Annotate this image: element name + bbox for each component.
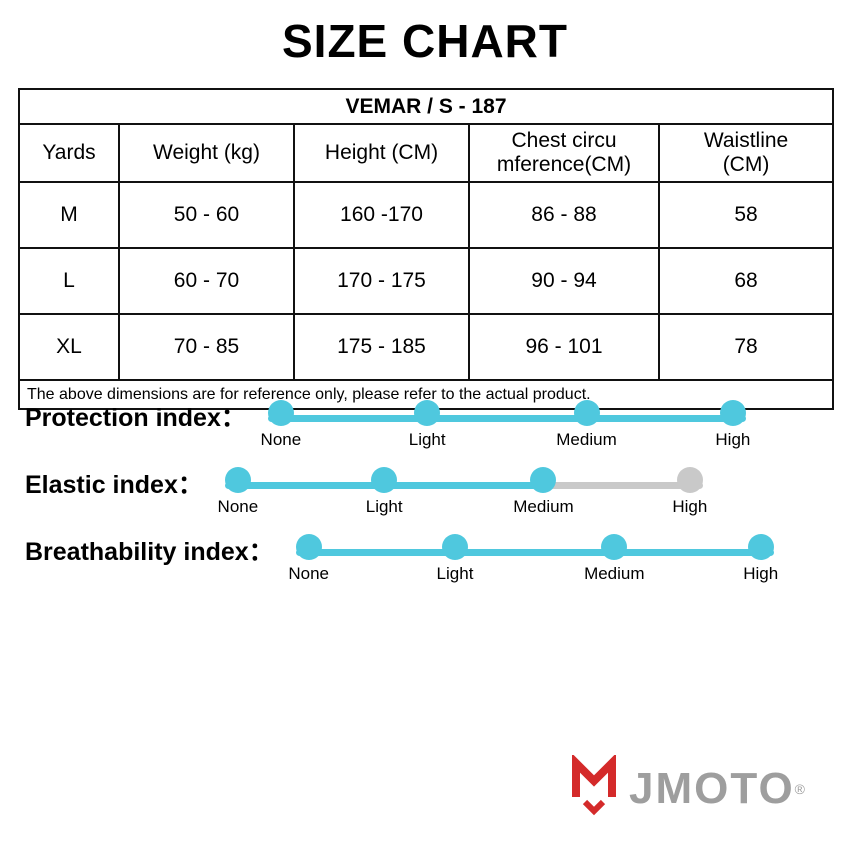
table-row: XL 70 - 85 175 - 185 96 - 101 78 — [18, 313, 835, 381]
cell-weight: 50 - 60 — [118, 181, 295, 249]
scale-label-high: High — [743, 564, 779, 583]
jmoto-m-icon — [569, 753, 619, 822]
size-table: VEMAR / S - 187 Yards Weight (kg) Height… — [17, 88, 835, 410]
scale-dot-high — [719, 400, 746, 426]
cell-waist: 78 — [657, 313, 835, 381]
cell-size: L — [18, 247, 120, 315]
cell-chest: 86 - 88 — [468, 181, 660, 249]
cell-height: 170 - 175 — [293, 247, 470, 315]
breathability-index-scale: None Light Medium High — [288, 534, 778, 592]
cell-weight: 60 - 70 — [118, 247, 295, 315]
cell-waist: 58 — [657, 181, 835, 249]
breathability-index-label: Breathability index： — [25, 538, 274, 566]
cell-height: 175 - 185 — [293, 313, 470, 381]
registered-mark: ® — [794, 780, 805, 797]
scale-label-light: Light — [436, 564, 474, 583]
scale-dot-none — [224, 467, 251, 493]
scale-dot-light — [371, 467, 398, 493]
scale-label-high: High — [715, 430, 751, 449]
col-header-weight: Weight (kg) — [118, 123, 295, 183]
scale-dot-medium — [530, 467, 557, 493]
cell-chest: 90 - 94 — [468, 247, 660, 315]
cell-weight: 70 - 85 — [118, 313, 295, 381]
col-header-waistline: Waistline (CM) — [657, 123, 835, 183]
scale-label-medium: Medium — [513, 497, 574, 516]
page-title: SIZE CHART — [282, 15, 568, 67]
scale-label-none: None — [260, 430, 302, 449]
col-header-yards: Yards — [18, 123, 120, 183]
scale-track-inactive — [543, 482, 703, 489]
elastic-index-label: Elastic index： — [25, 471, 203, 499]
protection-index-label: Protection index： — [25, 404, 246, 432]
col-header-chest: Chest circu mference(CM) — [468, 123, 660, 183]
scale-label-high: High — [672, 497, 708, 516]
scale-label-light: Light — [408, 430, 446, 449]
scale-track — [295, 549, 774, 556]
col-header-height: Height (CM) — [293, 123, 470, 183]
scale-label-none: None — [288, 564, 329, 583]
table-caption-row: VEMAR / S - 187 — [17, 88, 835, 125]
cell-chest: 96 - 101 — [468, 313, 660, 381]
elastic-index-scale: None Light Medium High — [218, 467, 707, 525]
scale-track — [267, 415, 746, 422]
scale-label-medium: Medium — [584, 564, 645, 583]
scale-dot-light — [441, 534, 468, 560]
scale-dot-none — [267, 400, 294, 426]
scale-dot-none — [295, 534, 322, 560]
cell-waist: 68 — [657, 247, 835, 315]
scale-label-none: None — [217, 497, 259, 516]
protection-index-row: Protection index： None Light Medium High — [0, 400, 850, 458]
brand-logo: JMOTO ® — [569, 753, 805, 822]
scale-dot-high — [676, 467, 703, 493]
table-row: M 50 - 60 160 -170 86 - 88 58 — [18, 181, 835, 249]
table-header-row: Yards Weight (kg) Height (CM) Chest circ… — [18, 123, 835, 183]
scale-dot-medium — [573, 400, 600, 426]
scale-label-light: Light — [365, 497, 403, 516]
scale-dot-high — [747, 534, 774, 560]
scale-dot-light — [414, 400, 441, 426]
elastic-index-row: Elastic index： None Light Medium High — [0, 467, 850, 525]
scale-label-medium: Medium — [556, 430, 617, 449]
cell-size: M — [18, 181, 120, 249]
table-row: L 60 - 70 170 - 175 90 - 94 68 — [18, 247, 835, 315]
cell-height: 160 -170 — [293, 181, 470, 249]
table-caption: VEMAR / S - 187 — [17, 88, 835, 125]
cell-size: XL — [18, 313, 120, 381]
protection-index-scale: None Light Medium High — [261, 400, 750, 458]
index-scales: Protection index： None Light Medium High… — [0, 400, 850, 601]
brand-name: JMOTO — [629, 763, 795, 813]
scale-dot-medium — [601, 534, 628, 560]
breathability-index-row: Breathability index： None Light Medium H… — [0, 534, 850, 592]
